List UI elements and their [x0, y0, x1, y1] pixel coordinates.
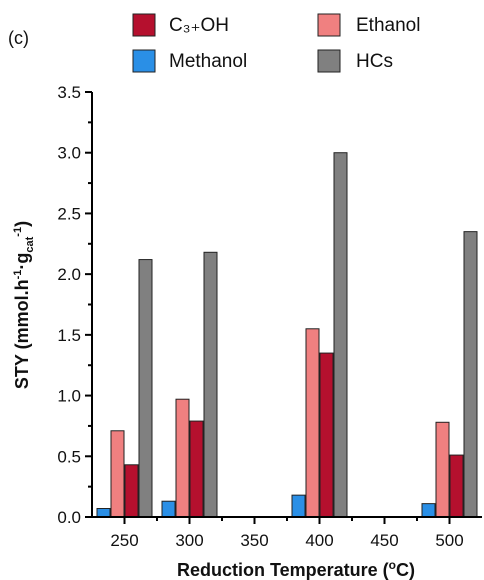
- y-axis-title-main: STY (mmol.h: [12, 279, 32, 389]
- bar-c3-oh-400: [319, 352, 334, 518]
- bar-ethanol-250: [110, 430, 125, 518]
- y-tick-label: 0.0: [57, 508, 81, 527]
- x-axis-title-text: Reduction Temperature (: [177, 560, 389, 580]
- x-tick-label: 450: [370, 531, 398, 550]
- bar-hcs-500: [463, 231, 478, 518]
- y-tick-label: 1.5: [57, 326, 81, 345]
- legend: C₃₊OH Ethanol Methanol HCs: [132, 13, 420, 73]
- y-tick-label: 3.0: [57, 144, 81, 163]
- y-tick-label: 0.5: [57, 447, 81, 466]
- bar-hcs-300: [203, 251, 218, 518]
- x-axis-title-end: C): [396, 560, 415, 580]
- legend-swatch-ethanol: [317, 13, 341, 37]
- legend-label-c3-oh: C₃₊OH: [169, 15, 229, 36]
- y-tick-label: 3.5: [57, 83, 81, 102]
- x-tick-label: 500: [435, 531, 463, 550]
- plot-area: 0.0 0.5 1.0 1.5 2.0 2.5 3.0 3.5 250 300 350 400 450 5…: [57, 83, 482, 550]
- x-tick-label: 350: [240, 531, 268, 550]
- y-axis-title: STY (mmol.h-1·gcat-1): [12, 221, 36, 389]
- bar-methanol-400: [291, 494, 306, 518]
- x-tick-label: 300: [175, 531, 203, 550]
- y-tick-label: 2.0: [57, 265, 81, 284]
- y-tick-label: 2.5: [57, 204, 81, 223]
- legend-swatch-c3-oh: [132, 13, 156, 37]
- panel-label: (c): [8, 28, 29, 48]
- x-tick-label: 250: [110, 531, 138, 550]
- bar-ethanol-500: [435, 421, 450, 518]
- bar-hcs-400: [333, 152, 348, 518]
- bar-methanol-300: [161, 500, 176, 518]
- y-axis-title-mid: ·g: [12, 253, 32, 270]
- legend-label-ethanol: Ethanol: [356, 15, 420, 36]
- bar-methanol-500: [421, 503, 436, 518]
- y-axis-title-sup1: -1: [12, 270, 24, 280]
- x-tick-label: 400: [305, 531, 333, 550]
- legend-swatch-hcs: [317, 49, 341, 73]
- y-axis-title-end: ): [12, 221, 32, 227]
- bar-c3-oh-500: [449, 454, 464, 518]
- y-axis-title-sup2: -1: [12, 227, 24, 237]
- bar-ethanol-300: [175, 398, 190, 518]
- x-axis-title: Reduction Temperature (oC): [177, 558, 415, 580]
- bar-c3-oh-300: [189, 420, 204, 518]
- bar-ethanol-400: [305, 328, 320, 518]
- y-tick-label: 1.0: [57, 387, 81, 406]
- legend-label-hcs: HCs: [356, 51, 393, 72]
- bar-c3-oh-250: [124, 464, 139, 518]
- legend-label-methanol: Methanol: [169, 51, 247, 72]
- bar-methanol-250: [96, 508, 111, 518]
- x-axis-title-sup: o: [389, 558, 396, 572]
- bar-hcs-250: [138, 259, 153, 518]
- y-axis-title-sub: cat: [24, 236, 36, 252]
- legend-swatch-methanol: [132, 49, 156, 73]
